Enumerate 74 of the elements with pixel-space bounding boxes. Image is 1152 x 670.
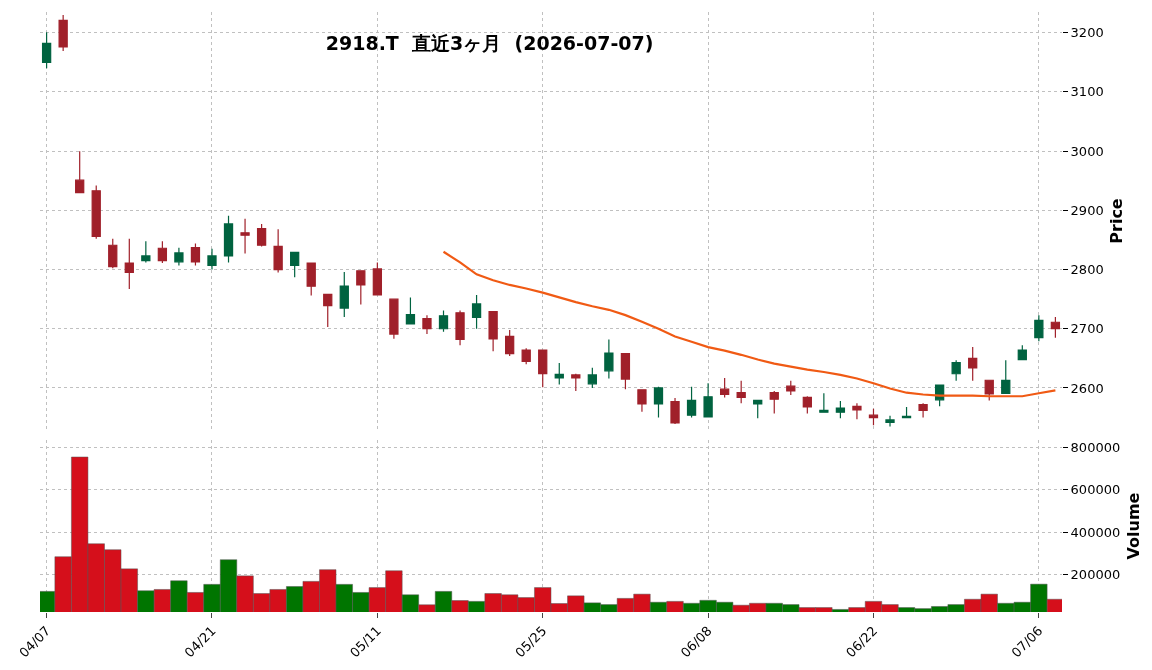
candlestick — [389, 298, 399, 340]
candlestick — [918, 402, 928, 419]
y-tick-label: 3100 — [1070, 84, 1104, 100]
candlestick — [852, 402, 862, 420]
candlestick — [719, 377, 730, 399]
y-axis-title: Volume — [1123, 492, 1143, 560]
candlestick — [835, 400, 846, 419]
candlestick — [769, 390, 779, 415]
candlestick — [455, 309, 465, 346]
y-tick-label: 2900 — [1070, 202, 1104, 218]
y-tick-label: 3000 — [1070, 143, 1104, 159]
candlestick — [471, 294, 482, 330]
candlestick — [240, 218, 250, 255]
y-tick-label: 2600 — [1070, 380, 1104, 396]
candlestick — [620, 353, 631, 390]
candlestick — [422, 314, 432, 335]
text: 2918.T 直近3ヶ月 (2026-07-07) — [325, 31, 654, 54]
candlestick — [885, 415, 895, 428]
candlestick — [736, 380, 746, 404]
candlestick — [802, 395, 812, 415]
y-tick-label: 200000 — [1070, 567, 1121, 583]
candlestick — [372, 261, 383, 296]
candlestick — [819, 392, 829, 413]
y-axis-title: Price — [1107, 198, 1127, 244]
candlestick — [505, 329, 515, 357]
candlestick — [91, 184, 101, 240]
candlestick — [488, 310, 498, 352]
line-series — [442, 250, 1057, 398]
candlestick — [356, 270, 366, 306]
candlestick — [984, 379, 994, 401]
candlestick — [670, 397, 680, 425]
candlestick — [587, 367, 597, 389]
candlestick — [124, 238, 134, 290]
candlestick — [703, 382, 713, 418]
candlestick — [686, 386, 697, 419]
candlestick — [405, 296, 416, 325]
candlestick — [108, 238, 118, 269]
candlestick — [58, 14, 68, 52]
candlestick — [207, 248, 217, 271]
candlestick — [438, 309, 449, 333]
candlestick — [968, 346, 978, 382]
candlestick — [339, 271, 349, 318]
candlestick — [554, 362, 564, 386]
y-tick-label: 2800 — [1070, 262, 1104, 278]
candlestick — [538, 349, 548, 388]
candlestick — [753, 399, 763, 419]
candlestick — [290, 251, 300, 278]
candlestick — [1001, 359, 1011, 394]
candlestick — [190, 242, 201, 267]
candlestick — [786, 380, 796, 396]
candlestick — [306, 262, 316, 297]
candlestick — [141, 240, 151, 264]
candlestick — [604, 338, 614, 380]
candlestick — [571, 373, 581, 392]
candlestick — [223, 215, 234, 264]
candlestick — [521, 347, 531, 365]
y-tick-label: 400000 — [1070, 524, 1121, 540]
y-tick-label: 600000 — [1070, 482, 1121, 498]
candlestick — [75, 150, 85, 194]
candlestick — [1017, 344, 1027, 361]
candlestick — [256, 223, 267, 248]
candlestick — [273, 228, 283, 274]
candlestick — [951, 359, 961, 382]
candlestick — [41, 31, 52, 69]
y-tick-label: 2700 — [1070, 321, 1104, 337]
candlestick — [1034, 314, 1044, 342]
y-tick-label: 800000 — [1070, 439, 1121, 455]
candlestick — [1050, 316, 1061, 339]
y-tick-label: 3200 — [1070, 25, 1104, 41]
candlestick — [174, 247, 184, 267]
candlestick — [323, 293, 333, 328]
candlestick — [637, 389, 647, 413]
candlestick — [157, 240, 168, 264]
candlestick — [653, 386, 664, 419]
